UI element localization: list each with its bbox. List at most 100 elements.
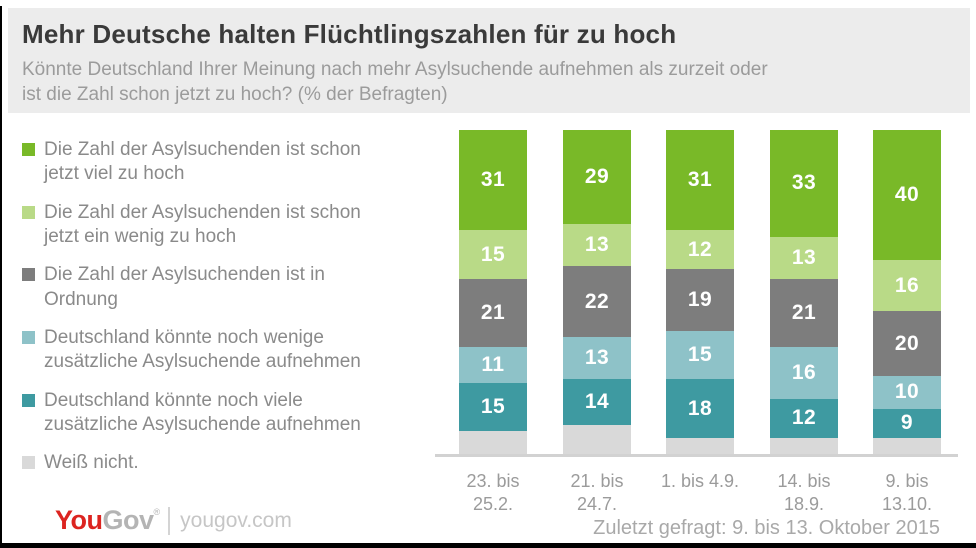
x-axis-tick-label: 14. bis 18.9. (777, 471, 831, 514)
bar-segment: 13 (563, 223, 631, 267)
legend-item: Weiß nicht. (22, 451, 447, 475)
bar-segment: 15 (459, 382, 527, 432)
bar-segment: 12 (770, 398, 838, 438)
bar-segment: 19 (666, 269, 734, 331)
legend-label: Weiß nicht. (44, 452, 139, 474)
bar-value-label: 12 (687, 237, 713, 261)
legend-swatch-icon (22, 268, 35, 282)
bar-segment (873, 437, 941, 454)
bar-segment (459, 431, 527, 454)
bar-segment: 29 (563, 130, 631, 224)
bar-segment: 16 (873, 259, 941, 312)
screenshot-left-border (0, 6, 2, 548)
legend-swatch-icon (22, 330, 35, 344)
legend-item: Die Zahl der Asylsuchenden ist schon jetz… (22, 201, 447, 250)
logo-you-text: You (55, 505, 103, 535)
x-axis-labels: 23. bis 25.2. 21. bis 24.7. 1. bis 4.9. 14. b… (459, 470, 941, 516)
bar-value-label: 21 (791, 301, 817, 325)
x-axis-tick-label: 23. bis 25.2. (466, 471, 520, 514)
trademark-icon: ® (153, 506, 161, 517)
bar-value-label: 21 (480, 301, 506, 325)
bar-segment (770, 437, 838, 454)
subtitle-line-1: Könnte Deutschland Ihrer Meinung nach me… (22, 58, 768, 80)
x-axis-tick-label: 1. bis 4.9. (660, 471, 740, 491)
logo-gov-text: Gov (102, 505, 155, 535)
bar-value-label: 11 (481, 352, 505, 376)
legend-item: Die Zahl der Asylsuchenden ist in Ordnung (22, 263, 447, 312)
bar-segment: 13 (770, 236, 838, 280)
bar-segment: 18 (666, 379, 734, 438)
plot-area: 31 15 21 11 15 29 13 22 13 14 31 12 19 15 18 33 13 21 16 12… (459, 130, 941, 454)
bar-value-label: 20 (894, 331, 920, 355)
legend-label: Die Zahl der Asylsuchenden ist in Ordnung (44, 264, 325, 310)
bar-segment (666, 437, 734, 454)
legend-label: Die Zahl der Asylsuchenden ist schon jetz… (44, 201, 361, 247)
bar-segment: 15 (666, 330, 734, 380)
bar-segment: 33 (770, 130, 838, 237)
screenshot-bottom-border (0, 543, 976, 548)
survey-question-subtitle: Könnte Deutschland Ihrer Meinung nach me… (22, 57, 954, 107)
stacked-bar: 31 15 21 11 15 (459, 130, 527, 454)
bar-value-label: 22 (584, 289, 610, 313)
bar-value-label: 14 (584, 390, 610, 414)
bar-value-label: 13 (584, 346, 610, 370)
bar-value-label: 10 (894, 380, 920, 404)
bar-value-label: 13 (584, 233, 610, 256)
stacked-bar: 40 16 20 10 9 (873, 130, 941, 454)
x-axis-tick-label: 9. bis 13.10. (881, 471, 933, 514)
bar-segment: 31 (666, 130, 734, 231)
stacked-bar: 29 13 22 13 14 (563, 130, 631, 454)
bar-value-label: 31 (687, 168, 713, 192)
stacked-bar: 33 13 21 16 12 (770, 130, 838, 454)
bar-segment: 16 (770, 347, 838, 399)
bar-value-label: 9 (900, 411, 914, 435)
bar-segment: 10 (873, 376, 941, 409)
bar-value-label: 16 (791, 360, 817, 384)
subtitle-line-2: ist die Zahl schon jetzt zu hoch? (% der… (22, 83, 448, 105)
bar-segment: 31 (459, 130, 527, 231)
legend-swatch-icon (22, 456, 35, 470)
bar-segment: 12 (666, 230, 734, 270)
bar-value-label: 19 (687, 288, 713, 312)
legend-item: Deutschland könnte noch wenige zusätzlich… (22, 326, 447, 375)
legend-item: Die Zahl der Asylsuchenden ist schon jetz… (22, 138, 447, 187)
bar-segment: 14 (563, 379, 631, 425)
bar-value-label: 15 (687, 343, 713, 367)
header: Mehr Deutsche halten Flüchtlingszahlen f… (8, 8, 970, 113)
bar-value-label: 18 (687, 396, 713, 420)
bar-segment: 11 (459, 347, 527, 383)
bar-segment: 15 (459, 230, 527, 280)
legend-swatch-icon (22, 393, 35, 407)
bar-value-label: 31 (480, 168, 506, 192)
chart-legend: Die Zahl der Asylsuchenden ist schon jetz… (22, 138, 447, 489)
bar-value-label: 13 (791, 245, 817, 269)
legend-item: Deutschland könnte noch viele zusätzliche… (22, 389, 447, 438)
bar-segment: 20 (873, 311, 941, 377)
bar-value-label: 15 (480, 394, 506, 418)
logo-separator (168, 506, 171, 535)
legend-swatch-icon (22, 143, 35, 156)
bar-segment: 22 (563, 266, 631, 338)
bar-value-label: 33 (791, 171, 817, 195)
page-title: Mehr Deutsche halten Flüchtlingszahlen f… (22, 19, 677, 49)
bar-value-label: 40 (894, 182, 920, 206)
x-axis-line (435, 454, 958, 457)
bar-segment: 21 (770, 279, 838, 348)
bar-segment: 9 (873, 408, 941, 438)
legend-label: Deutschland könnte noch wenige zusätzlich… (44, 326, 361, 373)
bar-value-label: 16 (894, 273, 920, 297)
yougov-logo: You Gov ® yougov.com (55, 505, 292, 536)
legend-swatch-icon (22, 205, 35, 219)
logo-domain-text: yougov.com (180, 508, 292, 532)
bar-value-label: 12 (791, 406, 817, 430)
bar-segment: 13 (563, 337, 631, 380)
bar-value-label: 15 (480, 242, 506, 266)
legend-label: Die Zahl der Asylsuchenden ist schon jetz… (44, 139, 361, 185)
bar-segment: 40 (873, 130, 941, 260)
bar-segment: 21 (459, 279, 527, 348)
last-asked-note: Zuletzt gefragt: 9. bis 13. Oktober 2015 (593, 517, 940, 539)
x-axis-tick-label: 21. bis 24.7. (570, 471, 624, 514)
stacked-bar: 31 12 19 15 18 (666, 130, 734, 454)
bar-segment (563, 424, 631, 454)
legend-label: Deutschland könnte noch viele zusätzliche… (44, 389, 361, 435)
